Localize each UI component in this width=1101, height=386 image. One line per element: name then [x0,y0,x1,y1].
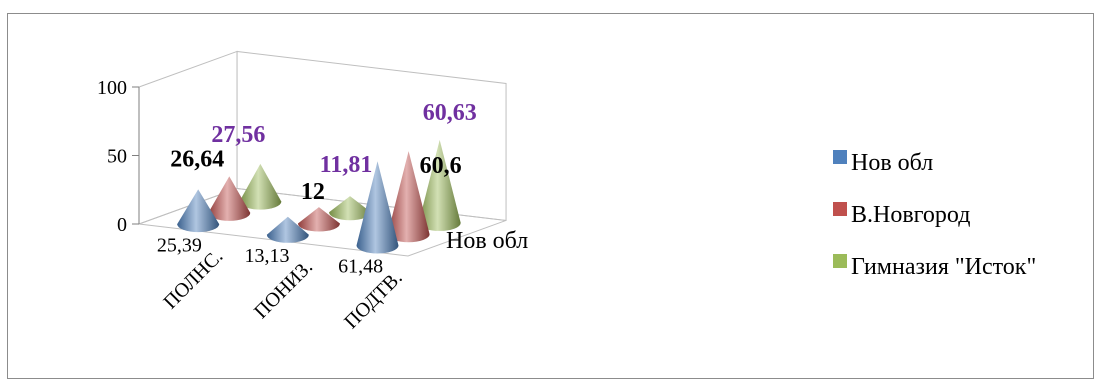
data-label: 60,63 [423,100,477,126]
data-label: 13,13 [245,245,290,267]
cone-body [239,163,282,210]
y-tick-label: 50 [107,146,127,168]
cone-body [387,151,430,243]
legend-label: В.Новгород [851,202,970,228]
data-label: 61,48 [338,256,383,278]
cone-body [266,216,309,243]
legend-label: Гимназия "Исток" [851,254,1036,280]
legend-swatch [833,202,847,216]
data-label: 26,64 [170,146,224,172]
depth-axis-label: Нов обл [446,228,528,254]
cone-2-0 [239,163,282,210]
cone-1-1 [297,207,340,232]
y-tick-label: 100 [97,77,127,99]
data-label: 60,6 [420,153,462,179]
cone-1-0 [208,176,251,221]
cone-body [208,176,251,221]
data-label: 27,56 [211,122,265,148]
data-label: 25,39 [157,234,202,256]
cone-body [329,196,372,221]
cone-body [177,189,220,233]
chart-frame: 0 50 100 25,39 13,13 61,48 26,64 12 60,6 27,56 11,… [7,13,1094,379]
cone-0-2 [356,161,399,254]
cone-2-2 [418,139,461,231]
cone-chart: 0 50 100 25,39 13,13 61,48 26,64 12 60,6 27,56 11,… [97,50,1036,333]
data-label: 11,81 [320,152,373,178]
cone-body [297,207,340,232]
legend-swatch [833,150,847,164]
cone-2-1 [329,196,372,221]
cone-body [418,139,461,231]
data-label: 12 [301,179,325,205]
cone-body [356,161,399,254]
legend-swatch [833,254,847,268]
cone-0-0 [177,189,220,233]
cone-0-1 [266,216,309,243]
cone-1-2 [387,151,430,243]
y-tick-label: 0 [117,214,127,236]
legend-label: Нов обл [851,150,933,176]
